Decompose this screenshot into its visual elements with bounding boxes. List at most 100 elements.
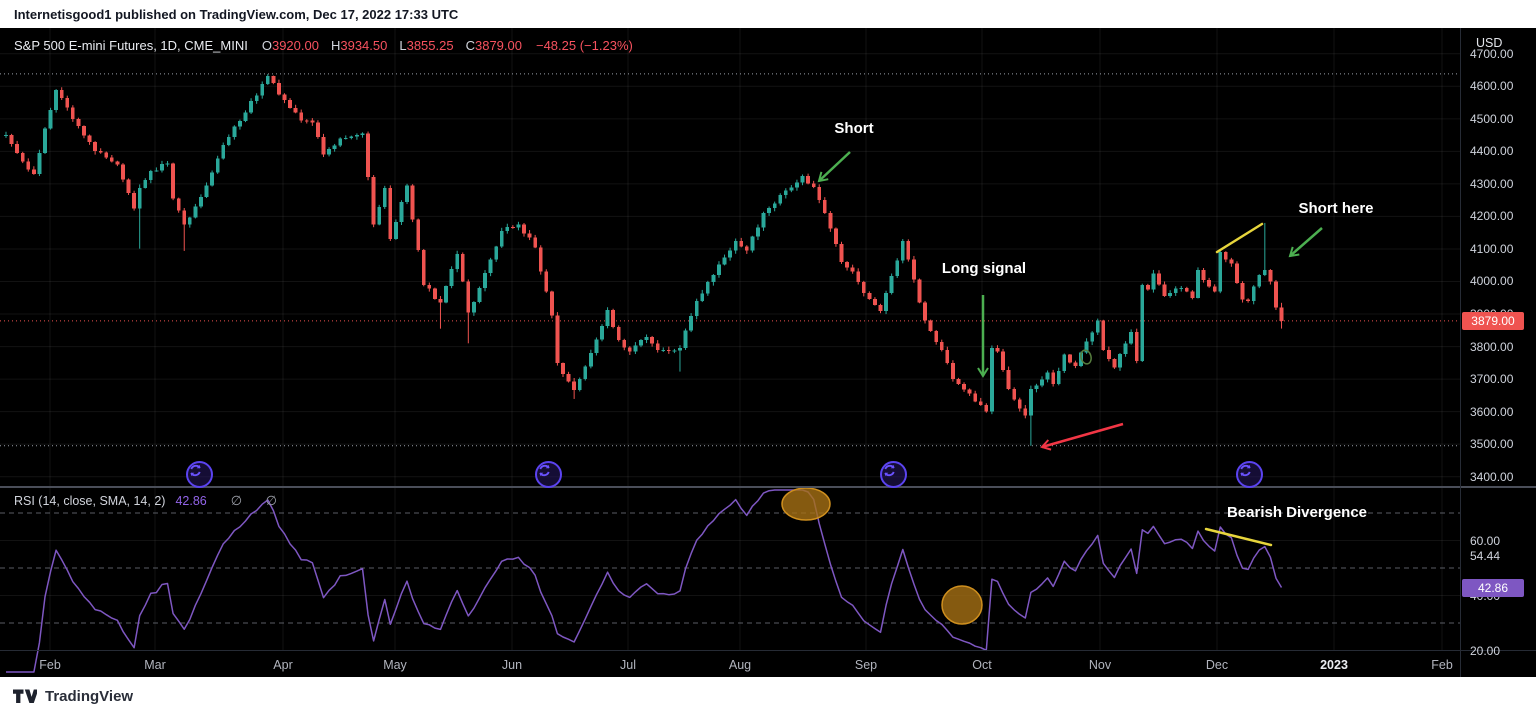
rsi-series[interactable] xyxy=(0,489,1460,673)
time-axis-label: Feb xyxy=(1431,658,1453,672)
candle-body xyxy=(1162,284,1167,297)
candle-body xyxy=(1034,385,1039,389)
candle-body xyxy=(1262,270,1267,275)
candle-body xyxy=(226,137,231,145)
price-axis-label: 4400.00 xyxy=(1470,144,1514,159)
candle-body xyxy=(616,326,621,341)
candle-body xyxy=(644,336,649,341)
annotation-short-label[interactable]: Short xyxy=(834,120,874,137)
candle-body xyxy=(277,83,281,95)
pane-separator[interactable] xyxy=(0,486,1536,488)
candle-body xyxy=(421,250,426,285)
rsi-axis-label: 54.44 xyxy=(1470,548,1501,563)
candle-body xyxy=(1207,280,1212,287)
candle-body xyxy=(43,128,47,153)
candle-body xyxy=(956,379,961,385)
candle-body xyxy=(260,84,265,96)
chart-canvas[interactable] xyxy=(0,28,1536,677)
candle-body xyxy=(199,196,203,207)
candle-body xyxy=(1001,351,1005,370)
annotation-bearish-divergence-label[interactable]: Bearish Divergence xyxy=(1226,504,1368,521)
candle-body xyxy=(121,164,125,180)
candle-body xyxy=(650,336,655,344)
annotation-short-here-label[interactable]: Short here xyxy=(1298,200,1374,217)
green-arrow xyxy=(817,151,851,183)
time-axis-label: Apr xyxy=(273,658,293,672)
candle-body xyxy=(1157,273,1161,285)
candle-body xyxy=(694,301,699,316)
candlestick-series[interactable] xyxy=(4,74,1284,446)
candle-body xyxy=(795,182,799,188)
candle-body xyxy=(800,175,805,183)
candle-body xyxy=(154,170,159,172)
footer: TradingView xyxy=(13,688,133,705)
candle-body xyxy=(783,190,788,196)
symbol-legend[interactable]: S&P 500 E-mini Futures, 1D, CME_MINI O39… xyxy=(14,38,633,53)
annotation-long-signal-label[interactable]: Long signal xyxy=(941,260,1027,277)
candle-body xyxy=(828,213,833,229)
candle-body xyxy=(243,112,248,122)
candle-body xyxy=(939,341,944,350)
candle-body xyxy=(594,339,599,354)
candle-body xyxy=(989,348,994,412)
candle-body xyxy=(488,259,493,274)
candle-body xyxy=(889,276,894,294)
candle-body xyxy=(1123,343,1128,354)
candle-body xyxy=(533,237,538,248)
gridlines xyxy=(0,28,1460,651)
candle-body xyxy=(1184,288,1189,292)
contract-rollover-icon[interactable] xyxy=(185,460,213,488)
candle-body xyxy=(82,126,86,136)
candle-body xyxy=(705,282,710,294)
time-axis-label: 2023 xyxy=(1320,658,1348,672)
chart-area[interactable]: S&P 500 E-mini Futures, 1D, CME_MINI O39… xyxy=(0,28,1536,677)
tradingview-logo-icon xyxy=(13,689,37,703)
candle-body xyxy=(321,136,326,155)
candle-body xyxy=(633,345,638,352)
price-axis-label: 4600.00 xyxy=(1470,79,1514,94)
time-axis-label: Aug xyxy=(728,658,752,672)
candle-body xyxy=(895,260,900,277)
candle-body xyxy=(789,187,794,191)
price-axis-label: 4000.00 xyxy=(1470,274,1514,289)
rsi-legend-title: RSI (14, close, SMA, 14, 2) xyxy=(14,494,166,508)
candle-body xyxy=(1235,263,1239,284)
candle-body xyxy=(973,393,978,402)
price-axis-separator[interactable] xyxy=(1460,28,1461,677)
candle-body xyxy=(945,349,950,364)
candle-body xyxy=(611,310,616,327)
price-axis-label: 4200.00 xyxy=(1470,209,1514,224)
rsi-current-value: 42.86 xyxy=(175,494,207,508)
candle-body xyxy=(1246,299,1251,302)
candle-body xyxy=(672,350,677,352)
time-axis-label: Feb xyxy=(39,658,61,672)
rsi-legend[interactable]: RSI (14, close, SMA, 14, 2) 42.86 ∅ ∅ xyxy=(14,493,287,509)
time-axis-label: Jun xyxy=(501,658,523,672)
time-axis-label: Nov xyxy=(1088,658,1112,672)
candle-body xyxy=(1268,270,1273,282)
candle-body xyxy=(678,348,682,351)
candle-body xyxy=(510,227,515,229)
candle-body xyxy=(951,363,955,380)
reference-lines xyxy=(0,73,1460,447)
candle-body xyxy=(995,348,1000,352)
green-arrow xyxy=(1288,227,1323,258)
candle-body xyxy=(1201,270,1206,281)
attribution-text: Internetisgood1 published on TradingView… xyxy=(14,7,459,22)
rsi-hidden-plots-icon[interactable]: ∅ ∅ xyxy=(230,493,287,508)
price-axis-label: 3400.00 xyxy=(1470,469,1514,484)
candle-body xyxy=(238,121,242,127)
candle-body xyxy=(1179,288,1184,290)
candle-body xyxy=(717,264,721,275)
candle-body xyxy=(438,298,443,303)
candle-body xyxy=(728,250,732,258)
candle-body xyxy=(1229,259,1234,264)
candle-body xyxy=(410,185,415,220)
drawing-annotations[interactable] xyxy=(781,151,1323,625)
contract-rollover-icon[interactable] xyxy=(534,460,562,488)
rsi-axis-label: 60.00 xyxy=(1470,533,1501,548)
contract-rollover-icon[interactable] xyxy=(1235,460,1263,488)
contract-rollover-icon[interactable] xyxy=(879,460,907,488)
candle-body xyxy=(711,274,716,283)
candle-body xyxy=(93,141,98,152)
